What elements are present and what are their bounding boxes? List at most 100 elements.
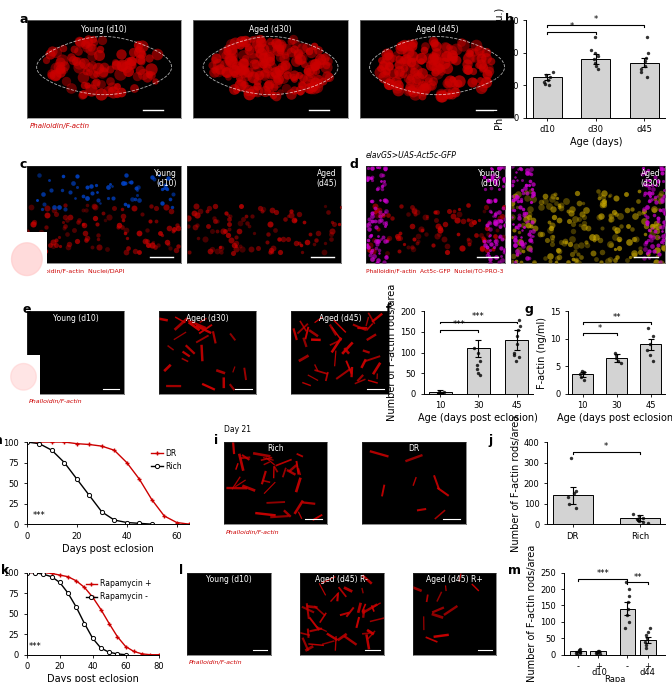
Point bbox=[372, 258, 383, 269]
Point bbox=[374, 194, 385, 205]
Point bbox=[507, 202, 517, 213]
Point bbox=[257, 52, 268, 63]
Point bbox=[525, 203, 536, 214]
Point bbox=[59, 204, 70, 215]
Point bbox=[655, 190, 665, 201]
Point bbox=[83, 33, 93, 44]
Point bbox=[394, 228, 405, 239]
Point bbox=[312, 82, 323, 93]
Point bbox=[447, 53, 458, 63]
Point bbox=[150, 75, 161, 86]
Point bbox=[527, 183, 538, 194]
Point bbox=[408, 58, 419, 69]
Point bbox=[483, 63, 494, 74]
Point bbox=[429, 207, 440, 218]
Point bbox=[261, 59, 272, 70]
Point bbox=[612, 224, 622, 235]
Point bbox=[648, 204, 659, 215]
X-axis label: Age (days post eclosion): Age (days post eclosion) bbox=[419, 413, 538, 423]
Text: Phalloidin/F-actin: Phalloidin/F-actin bbox=[226, 529, 280, 534]
Point bbox=[251, 67, 261, 78]
Point bbox=[161, 183, 172, 194]
Point bbox=[427, 240, 438, 251]
Point bbox=[57, 43, 68, 54]
Point bbox=[524, 242, 535, 253]
Point bbox=[210, 53, 221, 64]
Point bbox=[526, 234, 537, 245]
Point bbox=[239, 79, 249, 90]
Point bbox=[173, 240, 183, 251]
Text: Aged (d45): Aged (d45) bbox=[416, 25, 458, 34]
Point bbox=[93, 50, 104, 61]
Point bbox=[289, 73, 300, 84]
Point bbox=[653, 176, 664, 187]
Point bbox=[275, 52, 286, 63]
Text: *: * bbox=[593, 15, 598, 25]
Point bbox=[475, 230, 486, 241]
Point bbox=[85, 181, 96, 192]
Point bbox=[498, 180, 509, 191]
Point bbox=[482, 220, 493, 231]
Point bbox=[83, 35, 93, 46]
Point bbox=[651, 256, 662, 267]
Text: h: h bbox=[0, 434, 3, 447]
Point bbox=[523, 211, 534, 222]
Point bbox=[79, 57, 89, 68]
Point bbox=[526, 231, 536, 241]
Rapamycin - bbox=[31, 569, 39, 577]
Text: **: ** bbox=[634, 573, 642, 582]
Point bbox=[372, 184, 382, 195]
Point bbox=[168, 224, 179, 235]
Point bbox=[412, 237, 423, 248]
DR bbox=[135, 475, 143, 483]
Point bbox=[235, 218, 245, 228]
Point bbox=[273, 233, 284, 244]
Point bbox=[78, 204, 89, 215]
Point bbox=[544, 250, 555, 261]
Point bbox=[441, 87, 452, 98]
Point bbox=[613, 355, 624, 366]
Point bbox=[398, 239, 409, 250]
Point bbox=[376, 55, 386, 65]
Point bbox=[374, 244, 384, 255]
Point bbox=[570, 213, 581, 224]
Point bbox=[302, 65, 312, 76]
Point bbox=[407, 241, 417, 252]
Point bbox=[641, 211, 652, 222]
Point bbox=[562, 257, 573, 268]
Point bbox=[634, 516, 645, 527]
Point bbox=[135, 65, 146, 76]
Point bbox=[235, 76, 246, 87]
Point bbox=[598, 192, 609, 203]
Point bbox=[249, 58, 260, 69]
Point bbox=[275, 44, 286, 55]
Point bbox=[278, 233, 289, 244]
Text: l: l bbox=[179, 565, 183, 578]
Point bbox=[193, 233, 204, 243]
Point bbox=[382, 248, 392, 258]
Point bbox=[552, 244, 563, 255]
Point bbox=[381, 235, 392, 246]
Point bbox=[239, 80, 249, 91]
Point bbox=[77, 89, 87, 100]
Text: Phalloidin/F-actin  Act5c-GFP  Nuclei/TO-PRO-3: Phalloidin/F-actin Act5c-GFP Nuclei/TO-P… bbox=[366, 269, 503, 274]
Point bbox=[398, 54, 409, 65]
Point bbox=[570, 246, 581, 256]
Text: Aged
(d45): Aged (d45) bbox=[317, 169, 337, 188]
Point bbox=[615, 358, 626, 369]
Point bbox=[364, 244, 374, 255]
Text: DR: DR bbox=[409, 445, 419, 454]
Point bbox=[554, 215, 564, 226]
Point bbox=[379, 218, 390, 228]
Rich bbox=[23, 438, 31, 446]
Point bbox=[622, 604, 633, 614]
Point bbox=[442, 247, 452, 258]
Text: Aged (d30): Aged (d30) bbox=[249, 25, 292, 34]
Point bbox=[171, 244, 182, 255]
Point bbox=[507, 211, 517, 222]
Point bbox=[375, 211, 386, 222]
Point bbox=[382, 210, 393, 221]
Point bbox=[463, 200, 474, 211]
Point bbox=[60, 212, 71, 223]
Point bbox=[127, 59, 138, 70]
